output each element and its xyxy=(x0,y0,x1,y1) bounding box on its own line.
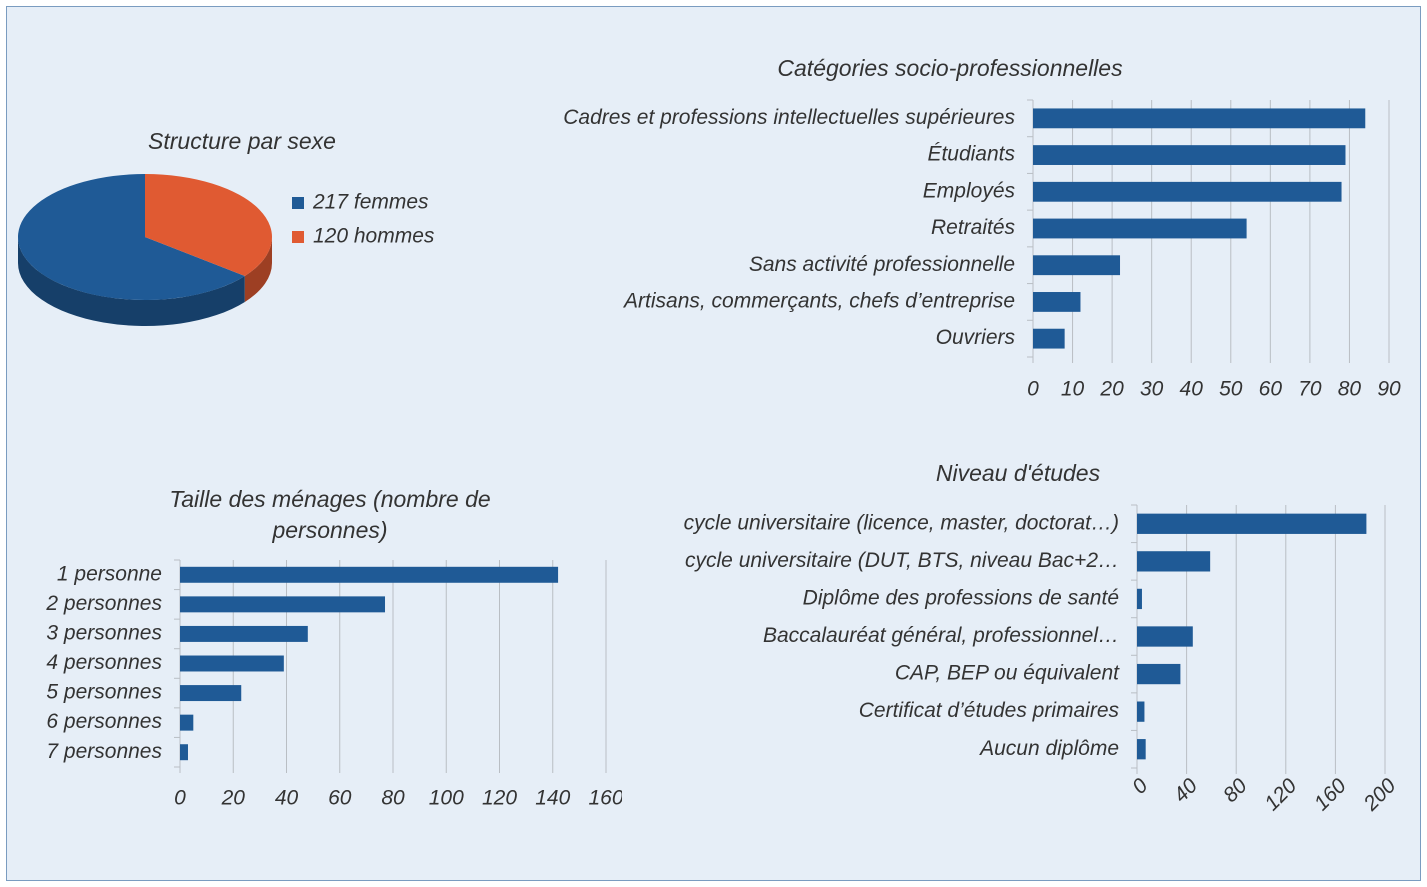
y-tick-label: cycle universitaire (licence, master, do… xyxy=(684,511,1119,534)
y-tick-label: Ouvriers xyxy=(936,326,1016,349)
y-tick-label: Diplôme des professions de santé xyxy=(803,586,1119,609)
chart-title: Taille des ménages (nombre de personnes) xyxy=(169,486,491,543)
bar xyxy=(180,744,188,761)
y-tick-label: Sans activité professionnelle xyxy=(749,253,1015,276)
y-tick-label: Cadres et professions intellectuelles su… xyxy=(563,106,1015,129)
y-tick-label: 4 personnes xyxy=(46,651,162,674)
pie-slice xyxy=(145,174,272,276)
y-tick-label: Employés xyxy=(923,179,1016,202)
chart-title: Niveau d'études xyxy=(936,460,1101,486)
legend-label: 217 femmes xyxy=(312,191,429,214)
pie-slice xyxy=(18,174,245,300)
y-tick-label: 7 personnes xyxy=(46,740,162,763)
bar xyxy=(1137,551,1211,572)
x-tick-label: 80 xyxy=(381,787,405,810)
x-tick-label: 100 xyxy=(429,787,464,810)
chart-title: Structure par sexe xyxy=(148,128,336,154)
category-labels: cycle universitaire (licence, master, do… xyxy=(684,511,1120,759)
bar xyxy=(1137,588,1142,610)
x-tick-label: 60 xyxy=(328,787,352,810)
legend-swatch xyxy=(292,197,304,209)
x-tick-label: 20 xyxy=(221,787,246,810)
bar xyxy=(180,685,242,702)
x-tick-label: 10 xyxy=(1061,378,1085,401)
pie-side xyxy=(244,237,272,302)
bar xyxy=(180,596,386,613)
bar xyxy=(1033,145,1346,165)
bar xyxy=(1033,292,1081,312)
bar xyxy=(1137,701,1145,722)
x-tick-label: 40 xyxy=(1180,378,1204,401)
pie-side xyxy=(18,237,245,327)
bar xyxy=(1137,513,1367,534)
legend-label: 120 hommes xyxy=(313,225,435,248)
plot xyxy=(174,559,607,773)
bar xyxy=(180,714,194,731)
y-tick-label: 1 personne xyxy=(57,562,162,585)
y-tick-label: Certificat d’études primaires xyxy=(859,699,1120,722)
y-tick-label: 5 personnes xyxy=(46,681,162,704)
bar xyxy=(1137,626,1193,647)
x-tick-label: 80 xyxy=(1338,378,1362,401)
bar xyxy=(1137,663,1181,685)
y-tick-label: 6 personnes xyxy=(46,710,162,733)
bar xyxy=(1033,108,1366,129)
x-tick-label: 20 xyxy=(1099,378,1124,401)
y-tick-label: 2 personnes xyxy=(45,592,162,615)
y-tick-label: Baccalauréat général, professionnel… xyxy=(763,624,1119,647)
y-tick-label: Aucun diplôme xyxy=(978,737,1119,760)
category-labels: Cadres et professions intellectuelles su… xyxy=(563,106,1015,349)
bar xyxy=(1137,739,1146,760)
legend-swatch xyxy=(292,231,304,243)
bar xyxy=(180,625,308,642)
chart-title: Catégories socio-professionnelles xyxy=(777,55,1123,81)
x-tick-label: 140 xyxy=(535,787,570,810)
bar xyxy=(180,655,284,672)
bar xyxy=(1033,181,1342,202)
x-tick-label: 160 xyxy=(588,787,623,810)
x-tick-label: 0 xyxy=(174,787,186,810)
x-tick-label: 50 xyxy=(1219,378,1243,401)
bar xyxy=(1033,218,1247,239)
x-tick-label: 30 xyxy=(1140,378,1164,401)
x-tick-label: 40 xyxy=(275,787,299,810)
tick-labels: 0 10 20 30 40 50 60 70 80 90 xyxy=(1027,378,1401,401)
y-tick-label: Étudiants xyxy=(927,143,1015,166)
y-tick-label: Artisans, commerçants, chefs d’entrepris… xyxy=(622,289,1015,312)
tick-labels: 0 20 40 60 80 100 120 140 160 xyxy=(174,787,623,810)
bar xyxy=(180,566,559,583)
y-tick-label: Retraités xyxy=(931,216,1016,239)
x-tick-label: 70 xyxy=(1298,378,1322,401)
bar xyxy=(1033,328,1065,349)
bar xyxy=(1033,255,1121,276)
y-tick-label: 3 personnes xyxy=(46,621,162,644)
x-tick-label: 60 xyxy=(1259,378,1283,401)
category-labels: 1 personne 2 personnes 3 personnes 4 person… xyxy=(45,562,162,762)
plot xyxy=(1027,99,1390,363)
y-tick-label: cycle universitaire (DUT, BTS, niveau Ba… xyxy=(685,549,1119,572)
y-tick-label: CAP, BEP ou équivalent xyxy=(895,662,1120,685)
x-tick-label: 0 xyxy=(1027,378,1039,401)
x-tick-label: 90 xyxy=(1377,378,1401,401)
plot xyxy=(1131,504,1386,774)
x-tick-label: 120 xyxy=(482,787,517,810)
